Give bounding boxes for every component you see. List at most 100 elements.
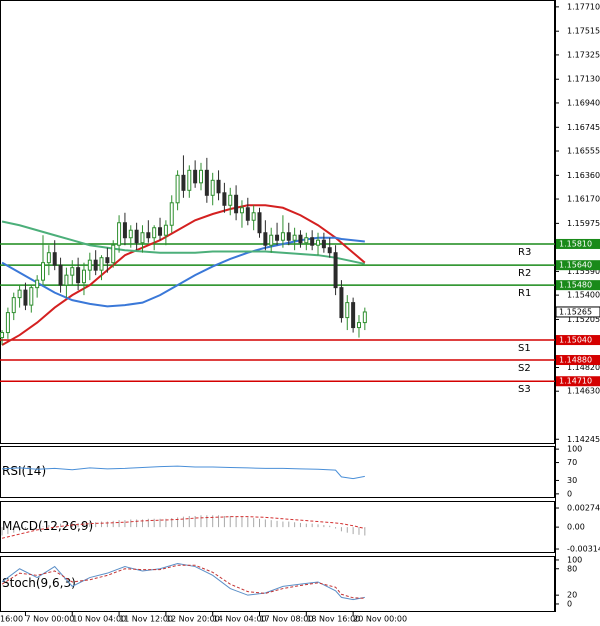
histogram-bar [329,525,331,528]
pivot-name: R3 [518,247,531,258]
histogram-bar [42,526,44,528]
histogram-bar [188,515,190,528]
pivot-price: 1.14710 [559,377,592,386]
candle-body [269,234,274,246]
candle-body [321,239,326,249]
candle-body [339,287,344,319]
candle-body [35,279,40,289]
candle-body [11,297,16,314]
pivot-price: 1.15810 [559,239,592,248]
candle-body [234,194,239,214]
candle-body [263,232,268,246]
y-tick-label: 0.002742 [567,504,600,513]
y-tick-label: 1.15590 [567,267,600,276]
histogram-bar [282,521,284,528]
pivot-name: R1 [518,288,531,299]
panel-frame [0,0,555,444]
candle-body [333,252,338,289]
candle-body [286,232,291,241]
candle-body [257,212,262,234]
histogram-bar [253,518,255,528]
y-tick-label: 80 [567,564,577,573]
pivot-name: S1 [518,343,531,354]
histogram-bar [141,519,143,528]
histogram-bar [147,518,149,528]
candle-body [152,227,157,239]
candle-body [87,259,92,271]
candle-body [310,237,315,246]
histogram-bar [311,523,313,528]
pivot-name: S3 [518,384,531,395]
panel-frame [0,446,555,498]
y-tick-label: 1.15975 [567,219,600,228]
panel-frame [0,501,555,553]
y-tick-label: 1.17130 [567,75,600,84]
x-tick-label: 16:00 [0,615,23,624]
histogram-bar [24,527,26,530]
candle-body [117,222,122,246]
histogram-bar [335,527,337,529]
candle-body [99,257,104,271]
histogram-bar [124,520,126,528]
y-tick-label: 30 [567,476,577,485]
candle-body [128,229,133,239]
candle-body [345,302,350,319]
indicator-title: Stoch(9,6,3) [2,576,76,590]
pivot-price-box [556,335,600,346]
y-tick-label: 1.14630 [567,387,600,396]
candle-body [204,169,209,196]
pivot-price-box [556,280,600,291]
candle-body [163,224,168,236]
histogram-bar [212,515,214,528]
candle-body [245,207,250,221]
candle-body [292,234,297,241]
y-tick-label: 1.16940 [567,98,600,107]
y-tick-label: 1.16360 [567,171,600,180]
candle-body [17,289,22,299]
current-price-box [555,306,600,318]
pivot-price: 1.14880 [559,356,592,365]
histogram-bar [54,524,56,528]
pivot-price: 1.15640 [559,261,592,270]
indicator-line [1,204,366,346]
pivot-price: 1.15480 [559,281,592,290]
histogram-bar [294,522,296,528]
histogram-bar [182,516,184,528]
candle-body [187,169,192,191]
pivot-price-box [556,238,600,249]
candle-body [193,169,198,184]
y-tick-label: 20 [567,591,577,600]
histogram-bar [13,527,15,533]
histogram-bar [235,516,237,528]
histogram-bar [106,521,108,528]
candle-body [351,302,356,329]
candle-body [228,194,233,206]
indicator-line [1,562,365,601]
histogram-bar [323,525,325,528]
candle-body [175,174,180,204]
candle-body [58,264,63,286]
histogram-bar [317,524,319,528]
x-tick-label: 17 Nov 08:00 [260,615,314,624]
histogram-bar [223,515,225,528]
candle-body [327,247,332,254]
histogram-bar [229,515,231,528]
histogram-bar [19,527,21,532]
histogram-bar [364,527,366,536]
y-tick-label: 0.00 [567,523,585,532]
histogram-bar [247,517,249,528]
pivot-name: S2 [518,363,531,374]
current-price: 1.15265 [559,307,592,316]
x-tick-label: 7 Nov 00:00 [25,615,74,624]
histogram-bar [95,522,97,528]
x-tick-label: 18 Nov 16:00 [306,615,360,624]
candle-body [222,192,227,206]
histogram-bar [218,515,220,528]
y-tick-label: 1.17325 [567,50,600,59]
x-tick-label: 12 Nov 20:00 [166,615,220,624]
candle-body [275,234,280,241]
x-tick-label: 20 Nov 00:00 [353,615,407,624]
candle-body [81,269,86,284]
histogram-bar [241,516,243,528]
y-tick-label: -0.003142 [567,545,600,554]
